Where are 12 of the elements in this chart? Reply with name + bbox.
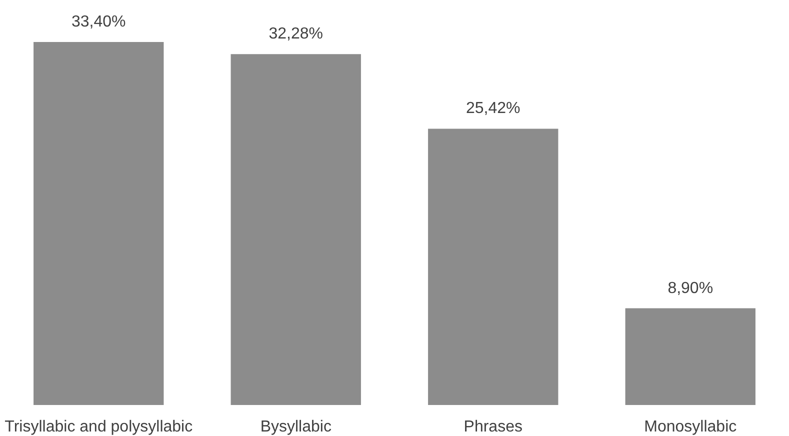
data-label: 32,28% — [268, 26, 324, 43]
data-label: 33,40% — [71, 14, 126, 30]
x-tick-label: Trisyllabic and polysyllabic — [4, 418, 193, 436]
bar — [625, 308, 756, 405]
bar — [428, 128, 558, 405]
bar — [34, 42, 164, 405]
x-tick-label: Phrases — [464, 418, 522, 436]
data-label: 25,42% — [466, 100, 520, 118]
x-tick-label: Monosyllabic — [644, 418, 737, 436]
bar — [230, 54, 361, 405]
x-tick-label: Bysyllabic — [260, 418, 332, 436]
data-label: 8,90% — [668, 280, 714, 297]
